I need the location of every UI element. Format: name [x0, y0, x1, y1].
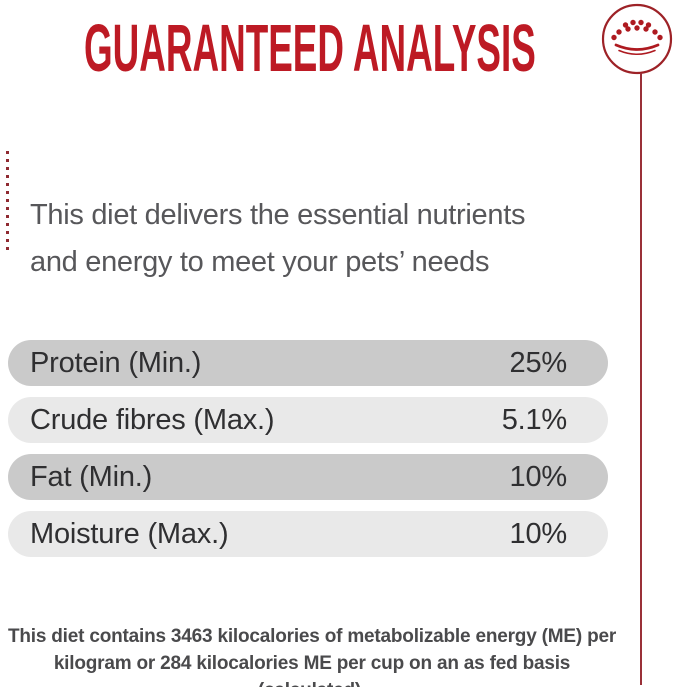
nutrient-value: 5.1%	[501, 403, 568, 436]
nutrient-label: Protein (Min.)	[30, 346, 202, 379]
calorie-line-1: This diet contains 3463 kilocalories of …	[7, 626, 617, 647]
intro-line-2: and energy to meet your pets’ needs	[30, 246, 490, 278]
vertical-accent-line	[640, 73, 643, 685]
nutrient-row-protein: Protein (Min.) 25%	[8, 340, 608, 386]
calorie-line-2: kilogram or 284 kilocalories ME per cup …	[53, 653, 571, 687]
intro-text: This diet delivers the essential nutrien…	[30, 192, 525, 286]
nutrient-value: 25%	[509, 346, 568, 379]
nutrient-value: 10%	[509, 517, 568, 550]
calorie-statement: This diet contains 3463 kilocalories of …	[0, 623, 624, 687]
dotted-accent-line	[6, 151, 9, 254]
nutrient-label: Moisture (Max.)	[30, 517, 229, 550]
intro-line-1: This diet delivers the essential nutrien…	[30, 199, 526, 231]
page-title: GUARANTEED ANALYSIS	[84, 11, 536, 86]
nutrient-row-crude-fibres: Crude fibres (Max.) 5.1%	[8, 397, 608, 443]
crown-logo-icon	[601, 3, 673, 75]
nutrient-row-moisture: Moisture (Max.) 10%	[8, 511, 608, 557]
nutrient-label: Fat (Min.)	[30, 460, 153, 493]
nutrient-label: Crude fibres (Max.)	[30, 403, 275, 436]
nutrient-value: 10%	[509, 460, 568, 493]
nutrient-row-fat: Fat (Min.) 10%	[8, 454, 608, 500]
